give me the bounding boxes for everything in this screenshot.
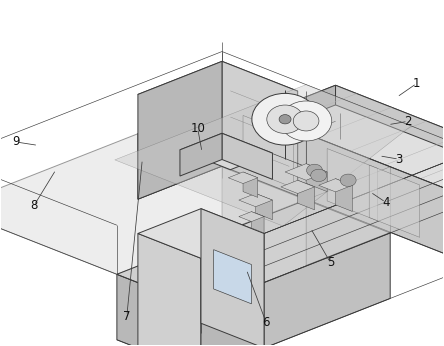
Polygon shape xyxy=(138,234,201,346)
Polygon shape xyxy=(214,250,251,304)
Polygon shape xyxy=(201,209,264,346)
Polygon shape xyxy=(239,193,273,207)
Circle shape xyxy=(311,169,327,182)
Text: 3: 3 xyxy=(395,153,403,166)
Polygon shape xyxy=(243,172,258,198)
Polygon shape xyxy=(319,179,353,192)
Polygon shape xyxy=(239,212,264,221)
Polygon shape xyxy=(285,164,327,180)
Polygon shape xyxy=(201,233,390,346)
Text: 10: 10 xyxy=(190,122,205,135)
Polygon shape xyxy=(117,274,201,346)
Polygon shape xyxy=(281,180,314,193)
Polygon shape xyxy=(243,85,336,141)
Text: 6: 6 xyxy=(262,316,270,329)
Circle shape xyxy=(340,174,356,186)
Text: 8: 8 xyxy=(30,199,38,212)
Polygon shape xyxy=(222,134,306,232)
Polygon shape xyxy=(201,234,264,346)
Polygon shape xyxy=(369,165,420,237)
Polygon shape xyxy=(222,61,297,196)
Polygon shape xyxy=(228,172,258,183)
Polygon shape xyxy=(0,134,306,274)
Polygon shape xyxy=(243,116,293,188)
Polygon shape xyxy=(243,121,444,257)
Circle shape xyxy=(252,93,318,145)
Polygon shape xyxy=(180,133,273,170)
Polygon shape xyxy=(117,200,390,307)
Circle shape xyxy=(293,111,319,131)
Polygon shape xyxy=(180,133,222,176)
Text: 5: 5 xyxy=(327,256,334,269)
Text: 2: 2 xyxy=(404,115,412,128)
Polygon shape xyxy=(138,61,222,199)
Circle shape xyxy=(281,101,332,141)
Polygon shape xyxy=(138,209,264,258)
Circle shape xyxy=(267,105,303,134)
Polygon shape xyxy=(222,133,273,179)
Polygon shape xyxy=(336,85,444,204)
Circle shape xyxy=(279,115,291,124)
Text: 7: 7 xyxy=(123,310,131,322)
Polygon shape xyxy=(306,167,390,265)
Text: 4: 4 xyxy=(382,196,389,209)
Polygon shape xyxy=(138,101,222,199)
Polygon shape xyxy=(327,148,377,221)
Polygon shape xyxy=(297,180,314,210)
Polygon shape xyxy=(115,85,411,226)
Circle shape xyxy=(306,164,322,176)
Text: 1: 1 xyxy=(413,77,420,90)
Polygon shape xyxy=(243,85,444,221)
Polygon shape xyxy=(222,101,444,265)
Polygon shape xyxy=(336,179,353,211)
Polygon shape xyxy=(336,105,444,220)
Polygon shape xyxy=(306,164,327,192)
Polygon shape xyxy=(243,105,444,240)
Polygon shape xyxy=(251,212,264,233)
Text: 9: 9 xyxy=(12,136,20,148)
Polygon shape xyxy=(138,61,297,124)
Polygon shape xyxy=(256,193,273,220)
Polygon shape xyxy=(138,101,444,233)
